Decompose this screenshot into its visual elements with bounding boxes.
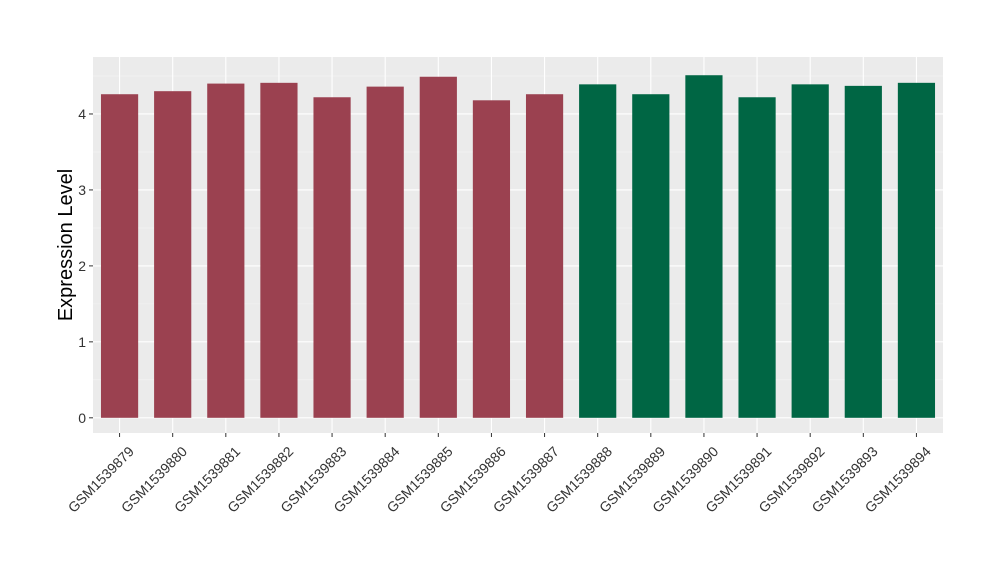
bar <box>260 82 298 418</box>
bar <box>525 94 564 418</box>
y-axis: 0 1 2 3 4 <box>78 106 93 426</box>
x-axis: GSM1539879GSM1539880GSM1539881GSM1539882… <box>65 433 934 516</box>
bar <box>844 85 882 418</box>
y-tick-label: 3 <box>78 182 86 198</box>
y-tick-label: 0 <box>78 410 86 426</box>
bar <box>154 91 192 418</box>
bar <box>738 97 776 418</box>
bar <box>100 94 139 418</box>
bar <box>419 76 457 418</box>
bar <box>632 94 670 418</box>
bar <box>897 82 936 418</box>
y-axis-title: Expression Level <box>55 169 77 321</box>
y-tick-label: 1 <box>78 334 86 350</box>
bar <box>313 97 351 418</box>
bar <box>579 84 617 418</box>
bar <box>366 86 404 418</box>
bar <box>791 84 829 418</box>
y-tick-label: 4 <box>78 106 86 122</box>
bars <box>100 75 936 418</box>
bar <box>685 75 723 418</box>
y-tick-label: 2 <box>78 258 86 274</box>
bar <box>472 100 511 418</box>
bar <box>207 83 245 418</box>
